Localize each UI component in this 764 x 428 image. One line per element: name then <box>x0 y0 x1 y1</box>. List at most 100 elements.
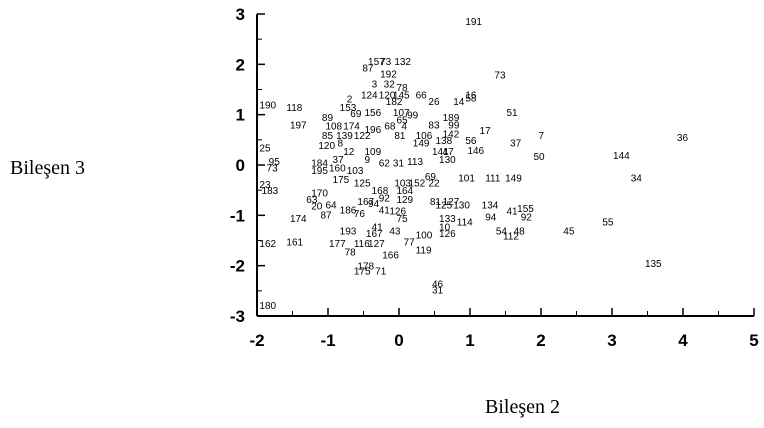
data-point-label: 51 <box>507 108 519 119</box>
data-point-label: 130 <box>439 155 456 166</box>
data-point-label: 77 <box>404 238 416 249</box>
data-point-label: 14 <box>453 97 465 108</box>
data-point-label: 135 <box>645 259 662 270</box>
data-point-label: 189 <box>443 113 460 124</box>
data-point-label: 66 <box>416 91 428 102</box>
data-point-label: 155 <box>517 204 534 215</box>
data-point-label: 81 <box>394 131 406 142</box>
data-point-label: 142 <box>443 129 460 140</box>
data-point-label: 50 <box>533 152 545 163</box>
data-point-label: 101 <box>458 174 475 185</box>
data-point-label: 114 <box>457 217 473 228</box>
data-point-label: 152 <box>409 179 426 190</box>
x-ticks: -2 -1 0 1 2 3 4 5 <box>249 308 759 350</box>
data-point-label: 41 <box>372 222 384 233</box>
data-point-label: 3 <box>372 79 378 90</box>
data-point-label: 2 <box>347 95 353 106</box>
data-point-label: 31 <box>393 158 405 169</box>
data-point-label: 153 <box>340 103 357 114</box>
y-tick-label: -1 <box>230 206 245 225</box>
x-tick-label: 1 <box>465 331 474 350</box>
data-point-label: 191 <box>465 17 482 28</box>
data-point-label: 107 <box>393 108 410 119</box>
data-point-label: 55 <box>602 217 614 228</box>
data-point-label: 157 <box>368 57 385 68</box>
data-point-label: 54 <box>496 226 508 237</box>
data-point-label: 108 <box>325 122 342 133</box>
data-point-label: 134 <box>482 200 499 211</box>
data-point-label: 186 <box>340 205 357 216</box>
data-point-label: 92 <box>521 212 533 223</box>
y-tick-label: 3 <box>236 5 245 24</box>
data-point-label: 76 <box>354 209 366 220</box>
data-point-label: 31 <box>432 285 444 296</box>
data-point-label: 92 <box>379 194 391 205</box>
x-tick-label: -1 <box>320 331 335 350</box>
x-tick-label: -2 <box>249 331 264 350</box>
x-tick-label: 3 <box>607 331 616 350</box>
data-point-label: 23 <box>259 180 271 191</box>
data-point-label: 73 <box>494 70 506 81</box>
data-point-label: 87 <box>320 210 332 221</box>
data-point-label: 183 <box>262 186 279 197</box>
data-point-label: 69 <box>425 172 437 183</box>
data-point-label: 22 <box>428 179 440 190</box>
data-point-label: 73 <box>380 57 392 68</box>
data-point-label: 174 <box>343 122 360 133</box>
data-point-label: 180 <box>259 301 276 312</box>
data-point-label: 174 <box>290 214 307 225</box>
data-point-label: 149 <box>505 174 522 185</box>
data-point-label: 175 <box>354 267 371 278</box>
data-point-label: 37 <box>333 155 345 166</box>
y-tick-label: -3 <box>230 307 245 326</box>
data-point-label: 127 <box>443 197 460 208</box>
data-point-label: 41 <box>507 206 519 217</box>
data-point-label: 36 <box>677 133 689 144</box>
data-point-label: 65 <box>396 116 408 127</box>
data-point-label: 78 <box>345 248 357 259</box>
x-tick-label: 0 <box>394 331 403 350</box>
data-point-label: 126 <box>389 206 406 217</box>
data-point-label: 177 <box>329 239 346 250</box>
data-point-label: 138 <box>436 136 453 147</box>
data-point-label: 139 <box>336 131 353 142</box>
data-point-label: 184 <box>311 158 328 169</box>
data-point-label: 122 <box>354 131 371 142</box>
y-tick-label: 2 <box>236 55 245 74</box>
data-point-label: 58 <box>465 94 477 105</box>
data-point-label: 164 <box>396 186 413 197</box>
data-point-label: 83 <box>428 121 440 132</box>
data-point-label: 37 <box>510 138 522 149</box>
data-point-label: 120 <box>318 141 335 152</box>
data-point-label: 46 <box>432 279 444 290</box>
data-point-label: 196 <box>365 125 382 136</box>
data-point-label: 17 <box>480 126 492 137</box>
data-point-label: 141 <box>432 147 449 158</box>
data-point-label: 125 <box>354 179 371 190</box>
data-point-label: 26 <box>428 97 440 108</box>
data-point-label: 112 <box>503 231 519 242</box>
data-point-label: 89 <box>322 113 334 124</box>
y-ticks: -3 -2 -1 0 1 2 3 <box>230 5 265 326</box>
data-point-label: 132 <box>394 57 411 68</box>
data-point-label: 175 <box>333 175 350 186</box>
data-point-label: 69 <box>350 109 362 120</box>
data-point-label: 99 <box>407 111 419 122</box>
data-point-label: 160 <box>329 164 346 175</box>
data-point-label: 71 <box>375 267 387 278</box>
data-point-label: 116 <box>354 239 370 250</box>
data-point-label: 111 <box>485 174 501 185</box>
data-point-label: 133 <box>439 214 456 225</box>
x-tick-label: 2 <box>536 331 545 350</box>
data-point-label: 192 <box>380 69 397 80</box>
data-point-label: 162 <box>259 239 276 250</box>
data-point-label: 25 <box>259 143 271 154</box>
data-point-label: 63 <box>306 195 318 206</box>
data-point-label: 10 <box>439 222 451 233</box>
data-point-label: 149 <box>413 138 430 149</box>
data-point-label: 100 <box>416 230 433 241</box>
data-point-label: 81 <box>430 197 442 208</box>
data-point-label: 8 <box>338 138 344 149</box>
y-tick-label: -2 <box>230 257 245 276</box>
data-point-label: 68 <box>384 122 396 133</box>
